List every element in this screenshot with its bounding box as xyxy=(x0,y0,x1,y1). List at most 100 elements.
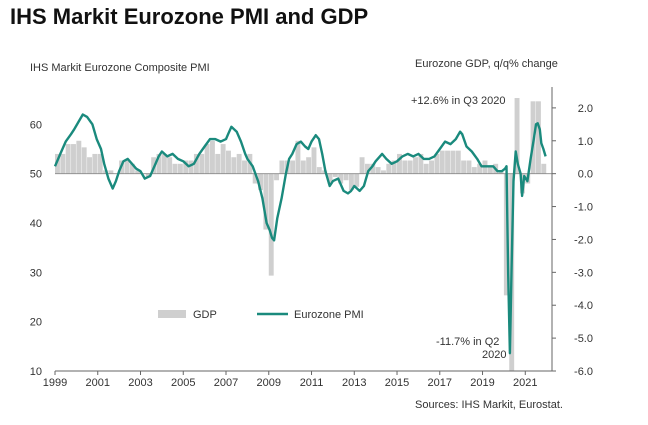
gdp-bar xyxy=(471,167,477,174)
gdp-bar xyxy=(60,153,66,174)
gdp-bar xyxy=(397,153,402,174)
gdp-bar xyxy=(461,160,467,174)
right-tick-label: 1.0 xyxy=(578,136,593,148)
gdp-bar xyxy=(359,157,365,174)
gdp-bar xyxy=(514,98,520,174)
gdp-bar xyxy=(455,150,461,174)
gdp-bar xyxy=(429,160,435,174)
gdp-bar xyxy=(220,144,226,174)
right-axis-ticks: -6.0 -5.0 -4.0 -3.0 -2.0 -1.0 0.0 1.0 2.0 xyxy=(552,103,593,378)
gdp-bar xyxy=(183,160,189,174)
x-tick-label: 1999 xyxy=(43,377,67,389)
annotation-q2-2020-line2: 2020 xyxy=(482,349,506,361)
left-axis-ticks: 10 20 30 40 50 60 xyxy=(30,119,42,378)
gdp-bar xyxy=(445,150,451,174)
gdp-bar xyxy=(364,163,370,174)
gdp-bar xyxy=(188,160,194,174)
x-tick-label: 2019 xyxy=(470,377,494,389)
gdp-bar xyxy=(375,167,381,174)
gdp-bar xyxy=(167,157,173,174)
x-tick-label: 2015 xyxy=(385,377,409,389)
gdp-bar xyxy=(487,167,493,174)
left-tick-label: 10 xyxy=(30,366,42,378)
gdp-bar xyxy=(327,173,333,184)
gdp-bar xyxy=(535,101,541,174)
right-tick-label: -4.0 xyxy=(574,300,593,312)
x-tick-label: 2017 xyxy=(428,377,452,389)
gdp-bar xyxy=(129,163,135,174)
gdp-bar xyxy=(386,163,392,174)
gdp-bar xyxy=(65,144,71,174)
gdp-bar xyxy=(290,160,296,174)
gdp-bar xyxy=(252,173,258,184)
right-tick-label: 2.0 xyxy=(578,103,593,115)
x-tick-label: 2011 xyxy=(300,377,324,389)
left-tick-label: 50 xyxy=(30,169,42,181)
gdp-bar xyxy=(370,163,376,174)
left-tick-label: 60 xyxy=(30,119,42,131)
gdp-bar xyxy=(236,153,242,174)
gdp-bar xyxy=(71,144,76,174)
gdp-bar xyxy=(402,160,408,174)
right-tick-label: -5.0 xyxy=(574,333,593,345)
gdp-bar xyxy=(258,173,263,191)
right-axis-label: Eurozone GDP, q/q% change xyxy=(415,58,558,70)
gdp-bar xyxy=(177,163,183,174)
left-tick-label: 40 xyxy=(30,218,42,230)
gdp-bar xyxy=(279,160,285,174)
left-tick-label: 20 xyxy=(30,317,42,329)
x-tick-label: 2021 xyxy=(513,377,537,389)
gdp-bar xyxy=(300,160,306,174)
gdp-bar xyxy=(156,153,162,174)
left-axis-label: IHS Markit Eurozone Composite PMI xyxy=(30,62,210,74)
gdp-bar xyxy=(172,163,178,174)
right-tick-label: -1.0 xyxy=(574,202,593,214)
gdp-bar xyxy=(338,173,344,184)
gdp-bar xyxy=(413,157,418,174)
gdp-bar xyxy=(354,173,360,187)
x-tick-label: 2013 xyxy=(342,377,366,389)
gdp-bar xyxy=(418,153,424,174)
x-tick-label: 2005 xyxy=(171,377,195,389)
gdp-bar xyxy=(92,153,98,174)
gdp-bar xyxy=(97,153,103,174)
gdp-bar xyxy=(108,170,114,174)
gdp-bar xyxy=(434,153,440,174)
gdp-bar xyxy=(135,170,141,174)
gdp-bar xyxy=(477,163,483,174)
x-tick-label: 2007 xyxy=(214,377,238,389)
gdp-bars xyxy=(55,98,547,371)
gdp-bar xyxy=(268,173,274,276)
annotation-q2-2020-line1: -11.7% in Q2 xyxy=(436,336,499,348)
gdp-bar xyxy=(124,160,130,174)
x-axis-ticks: 1999 2001 2003 2005 2007 2009 2011 2013 2015 2017… xyxy=(43,371,538,389)
right-tick-label: -2.0 xyxy=(574,234,593,246)
right-tick-label: -3.0 xyxy=(574,267,593,279)
gdp-bar xyxy=(407,160,413,174)
gdp-bar xyxy=(380,170,386,174)
gdp-bar xyxy=(541,163,547,174)
gdp-bar xyxy=(316,167,322,174)
annotation-q3-2020: +12.6% in Q3 2020 xyxy=(411,95,506,107)
gdp-bar xyxy=(439,150,445,174)
left-tick-label: 30 xyxy=(30,267,42,279)
gdp-bar xyxy=(332,173,338,177)
gdp-bar xyxy=(215,153,221,174)
gdp-bar xyxy=(193,153,199,174)
gdp-bar xyxy=(204,144,210,174)
gdp-bar xyxy=(81,147,87,174)
gdp-bar xyxy=(199,153,205,174)
gdp-bar xyxy=(348,173,354,191)
gdp-bar xyxy=(343,173,349,181)
gdp-bar xyxy=(145,173,151,177)
x-tick-label: 2009 xyxy=(257,377,281,389)
gdp-bar xyxy=(226,150,231,174)
chart-title: IHS Markit Eurozone PMI and GDP xyxy=(10,4,369,29)
gdp-bar xyxy=(209,140,215,174)
right-tick-label: -6.0 xyxy=(574,366,593,378)
gdp-bar xyxy=(503,173,509,296)
x-tick-label: 2001 xyxy=(86,377,110,389)
gdp-bar xyxy=(274,173,280,181)
gdp-bar xyxy=(423,163,429,174)
